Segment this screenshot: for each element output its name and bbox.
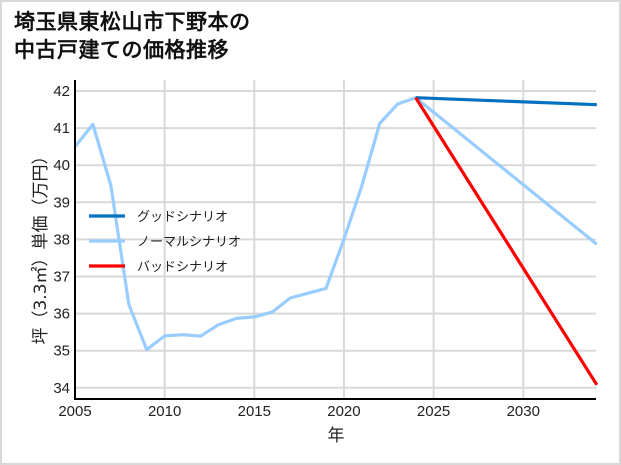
series-line bbox=[73, 96, 598, 352]
legend-label: ノーマルシナリオ bbox=[137, 235, 241, 250]
series-line bbox=[415, 96, 597, 107]
x-tick-label: 2005 bbox=[58, 403, 91, 420]
y-tick-label: 34 bbox=[53, 380, 70, 397]
series-lines bbox=[73, 96, 599, 386]
y-tick-label: 37 bbox=[53, 269, 70, 286]
legend-label: バッドシナリオ bbox=[137, 260, 228, 275]
y-tick-label: 42 bbox=[53, 83, 70, 100]
y-tick-labels: 34 35 36 37 38 39 40 41 42 bbox=[53, 83, 70, 397]
title-line-1: 埼玉県東松山市下野本の bbox=[14, 10, 251, 34]
x-tick-label: 2020 bbox=[327, 403, 360, 420]
y-tick-label: 41 bbox=[53, 120, 70, 137]
x-tick-label: 2030 bbox=[507, 403, 540, 420]
y-tick-label: 35 bbox=[53, 343, 70, 360]
axes bbox=[74, 80, 596, 400]
title-line-2: 中古戸建ての価格推移 bbox=[14, 38, 229, 62]
y-tick-label: 36 bbox=[53, 306, 70, 323]
legend-label: グッドシナリオ bbox=[137, 210, 228, 225]
series-line bbox=[414, 96, 599, 386]
x-axis-label: 年 bbox=[328, 426, 345, 446]
y-tick-label: 39 bbox=[53, 194, 70, 211]
y-axis-label: 坪（3.3㎡）単価（万円） bbox=[31, 147, 51, 344]
y-tick-label: 38 bbox=[53, 231, 70, 248]
x-tick-labels: 2005 2010 2015 2020 2025 2030 bbox=[58, 403, 540, 420]
x-tick-label: 2015 bbox=[238, 403, 271, 420]
y-tick-label: 40 bbox=[53, 157, 70, 174]
chart-title: 埼玉県東松山市下野本の 中古戸建ての価格推移 bbox=[14, 8, 251, 64]
x-tick-label: 2025 bbox=[417, 403, 450, 420]
x-tick-label: 2010 bbox=[148, 403, 181, 420]
